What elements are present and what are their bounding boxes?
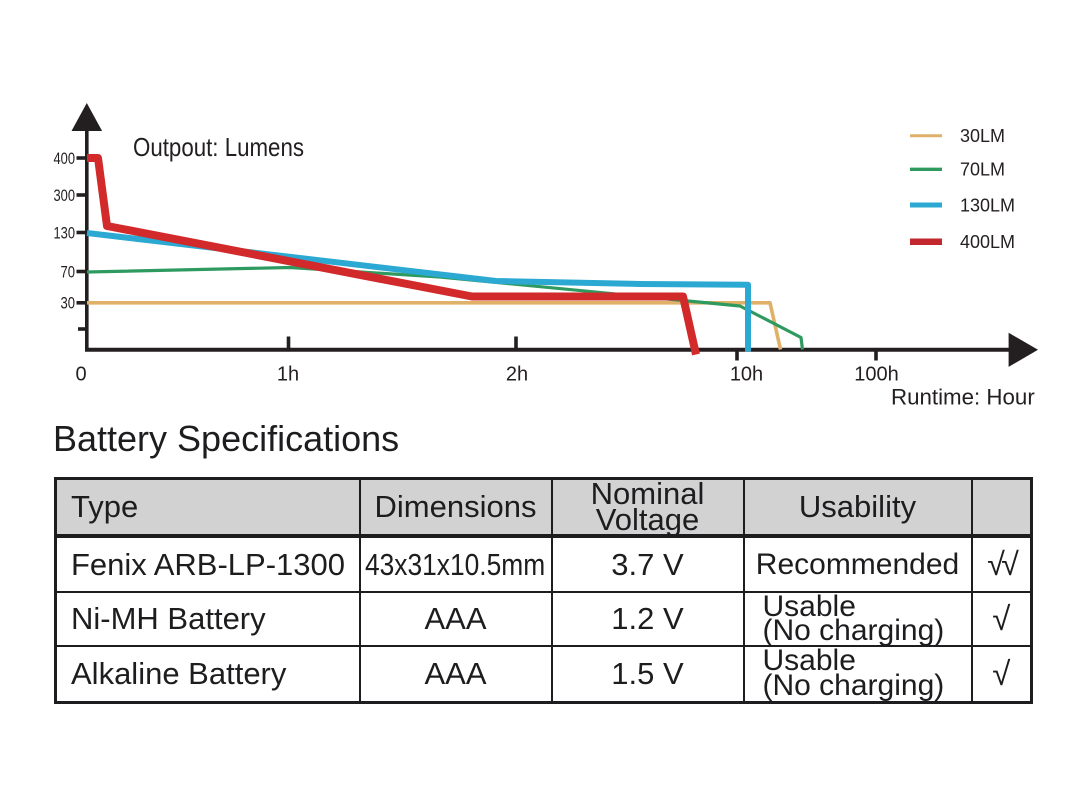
svg-text:Outpout: Lumens: Outpout: Lumens xyxy=(133,132,304,162)
svg-text:1h: 1h xyxy=(277,364,299,386)
svg-text:30LM: 30LM xyxy=(960,126,1005,146)
svg-text:100h: 100h xyxy=(854,364,899,386)
svg-text:300: 300 xyxy=(54,187,76,205)
svg-text:400LM: 400LM xyxy=(960,232,1015,252)
svg-text:10h: 10h xyxy=(730,364,763,386)
svg-text:30: 30 xyxy=(61,295,76,313)
svg-text:130: 130 xyxy=(54,224,76,242)
svg-text:0: 0 xyxy=(75,364,86,386)
svg-text:70LM: 70LM xyxy=(960,160,1005,180)
svg-text:Runtime: Hour: Runtime: Hour xyxy=(891,385,1035,410)
svg-text:2h: 2h xyxy=(506,364,528,386)
svg-text:130LM: 130LM xyxy=(960,195,1015,215)
svg-text:400: 400 xyxy=(54,150,76,168)
svg-text:70: 70 xyxy=(61,263,76,281)
